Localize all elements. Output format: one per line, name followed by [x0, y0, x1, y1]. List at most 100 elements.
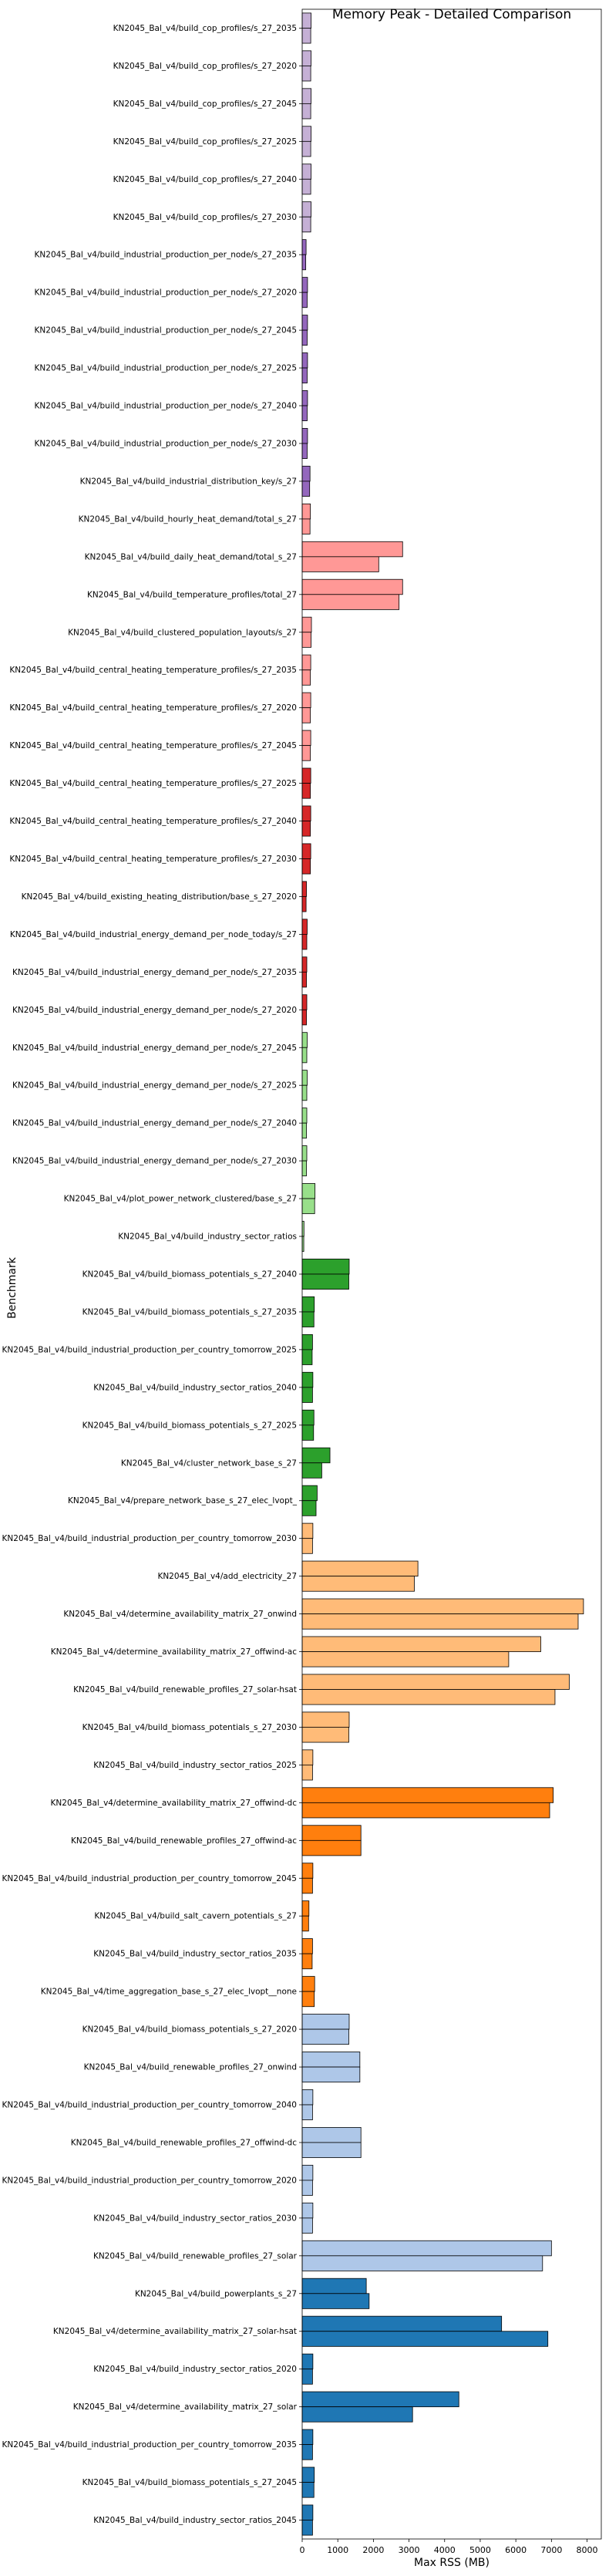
- bar-48-a: [301, 1787, 554, 1803]
- bar-67-b: [301, 2520, 313, 2536]
- category-label: KN2045_Bal_v4/build_existing_heating_dis…: [22, 892, 297, 902]
- bar-3-b: [301, 103, 311, 120]
- bar-7-b: [301, 254, 307, 271]
- bar-55-b: [301, 2066, 361, 2083]
- bar-67-a: [301, 2504, 314, 2520]
- bar-20-a: [301, 730, 311, 747]
- category-label: KN2045_Bal_v4/build_industrial_energy_de…: [12, 1006, 297, 1015]
- bar-44-a: [301, 1636, 541, 1652]
- category-label: KN2045_Bal_v4/determine_availability_mat…: [63, 1610, 297, 1619]
- category-label: KN2045_Bal_v4/build_industry_sector_rati…: [93, 2214, 297, 2223]
- category-label: KN2045_Bal_v4/build_industrial_energy_de…: [12, 1081, 297, 1091]
- category-label: KN2045_Bal_v4/build_industry_sector_rati…: [93, 2365, 297, 2374]
- bar-63-a: [301, 2353, 314, 2370]
- bar-3-a: [301, 88, 311, 104]
- bar-6-a: [301, 201, 311, 217]
- bar-62-b: [301, 2331, 549, 2347]
- bar-57-b: [301, 2142, 362, 2158]
- category-label: KN2045_Bal_v4/build_industrial_productio…: [2, 1534, 297, 1543]
- category-label: KN2045_Bal_v4/build_renewable_profiles_2…: [71, 1836, 297, 1846]
- category-label: KN2045_Bal_v4/build_cop_profiles/s_27_20…: [113, 24, 297, 33]
- bar-49-b: [301, 1839, 362, 1856]
- category-label: KN2045_Bal_v4/add_electricity_27: [157, 1572, 297, 1581]
- bar-26-a: [301, 956, 308, 973]
- x-tick-label: 1000: [327, 2545, 348, 2555]
- bar-36-a: [301, 1334, 313, 1350]
- bar-37-b: [301, 1387, 313, 1403]
- plot-frame: [301, 8, 602, 2540]
- bar-28-a: [301, 1032, 308, 1048]
- bar-10-b: [301, 367, 308, 384]
- bar-40-a: [301, 1485, 318, 1502]
- bar-17-a: [301, 616, 312, 633]
- category-label: KN2045_Bal_v4/build_industrial_productio…: [2, 2176, 297, 2185]
- bar-9-a: [301, 315, 308, 331]
- bar-43-b: [301, 1613, 579, 1630]
- bar-5-b: [301, 178, 311, 195]
- category-label: KN2045_Bal_v4/build_industry_sector_rati…: [93, 2516, 297, 2525]
- bar-55-a: [301, 2052, 361, 2068]
- x-tick-label: 7000: [540, 2545, 562, 2555]
- bar-7-a: [301, 239, 307, 255]
- bar-9-b: [301, 329, 308, 346]
- bar-8-b: [301, 292, 308, 309]
- bar-49-a: [301, 1825, 362, 1841]
- bar-46-b: [301, 1727, 349, 1743]
- bar-19-a: [301, 692, 311, 709]
- category-label: KN2045_Bal_v4/build_industrial_energy_de…: [10, 930, 297, 939]
- bar-4-b: [301, 140, 311, 157]
- bar-23-a: [301, 843, 311, 859]
- x-tick-label: 8000: [577, 2545, 598, 2555]
- bar-13-b: [301, 480, 311, 497]
- bar-66-a: [301, 2466, 315, 2483]
- category-label: KN2045_Bal_v4/build_central_heating_temp…: [9, 703, 297, 713]
- bar-16-a: [301, 578, 403, 595]
- bar-64-a: [301, 2391, 459, 2408]
- bar-59-b: [301, 2217, 313, 2234]
- category-label: KN2045_Bal_v4/build_industrial_productio…: [35, 326, 297, 335]
- bar-35-a: [301, 1296, 315, 1313]
- category-label: KN2045_Bal_v4/build_industrial_productio…: [2, 2101, 297, 2110]
- bar-56-b: [301, 2104, 313, 2120]
- category-label: KN2045_Bal_v4/build_industrial_distribut…: [80, 477, 297, 486]
- category-label: KN2045_Bal_v4/build_industrial_productio…: [2, 2440, 297, 2450]
- bar-50-b: [301, 1877, 313, 1894]
- category-label: KN2045_Bal_v4/build_biomass_potentials_s…: [82, 1307, 297, 1317]
- bar-38-a: [301, 1409, 315, 1426]
- bar-29-a: [301, 1070, 308, 1086]
- category-label: KN2045_Bal_v4/build_cop_profiles/s_27_20…: [113, 213, 297, 222]
- category-label: KN2045_Bal_v4/determine_availability_mat…: [73, 2402, 298, 2412]
- category-labels: KN2045_Bal_v4/build_cop_profiles/s_27_20…: [2, 24, 298, 2525]
- bar-17-b: [301, 632, 311, 648]
- x-tick-label: 4000: [434, 2545, 456, 2555]
- bar-15-b: [301, 556, 379, 572]
- category-label: KN2045_Bal_v4/build_central_heating_temp…: [9, 817, 297, 826]
- bar-38-b: [301, 1425, 315, 1441]
- category-label: KN2045_Bal_v4/build_hourly_heat_demand/t…: [79, 514, 297, 524]
- bar-23-b: [301, 858, 311, 875]
- category-label: KN2045_Bal_v4/build_biomass_potentials_s…: [82, 1723, 297, 1732]
- bar-54-b: [301, 2028, 349, 2045]
- bar-52-b: [301, 1953, 313, 1970]
- bar-4-a: [301, 126, 311, 142]
- bar-43-a: [301, 1598, 584, 1614]
- bar-48-b: [301, 1802, 550, 1819]
- category-label: KN2045_Bal_v4/build_powerplants_s_27: [135, 2289, 297, 2298]
- category-label: KN2045_Bal_v4/build_biomass_potentials_s…: [82, 1421, 297, 1430]
- bar-46-a: [301, 1711, 350, 1728]
- category-label: KN2045_Bal_v4/build_cop_profiles/s_27_20…: [113, 175, 297, 184]
- bar-39-b: [301, 1462, 322, 1479]
- category-label: KN2045_Bal_v4/build_central_heating_temp…: [9, 666, 297, 675]
- category-label: KN2045_Bal_v4/build_temperature_profiles…: [87, 590, 297, 599]
- category-label: KN2045_Bal_v4/build_renewable_profiles_2…: [93, 2251, 298, 2261]
- bar-32-b: [301, 1198, 315, 1215]
- category-label: KN2045_Bal_v4/build_industry_sector_rati…: [93, 1761, 297, 1770]
- bar-57-a: [301, 2126, 362, 2143]
- bar-59-a: [301, 2202, 314, 2219]
- bar-34-a: [301, 1259, 350, 1275]
- bar-15-a: [301, 541, 403, 558]
- bar-65-a: [301, 2429, 314, 2446]
- bar-10-a: [301, 352, 308, 369]
